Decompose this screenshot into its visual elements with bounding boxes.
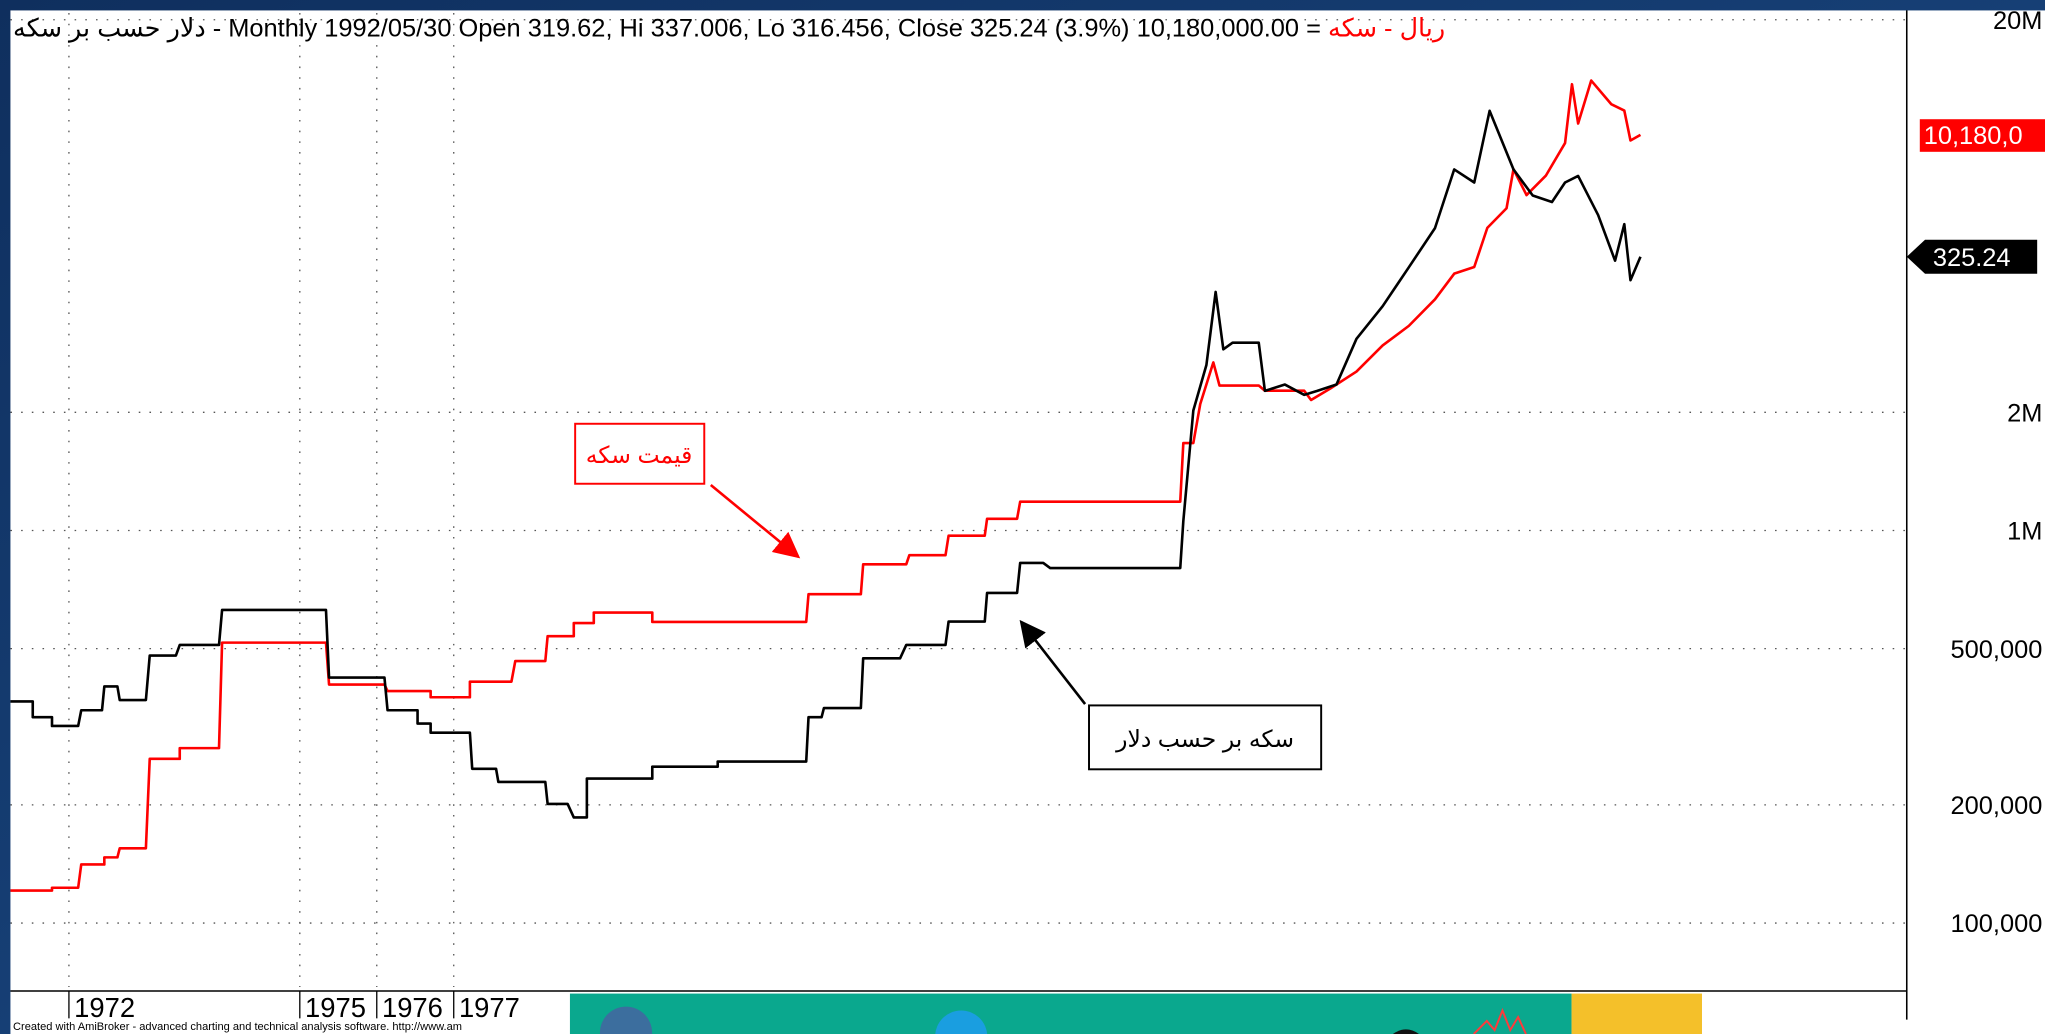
annotation-text: سکه بر حسب دلار — [1115, 726, 1294, 753]
x-tick-label: 1976 — [382, 992, 443, 1023]
series-name: دلار حسب بر سکه — [13, 15, 206, 44]
y-tick-label: 100,000 — [1951, 910, 2043, 938]
banner-strip — [570, 994, 1572, 1034]
chart-header: دلار حسب بر سکه - Monthly 1992/05/30 Ope… — [13, 15, 1445, 44]
x-tick-label: 1977 — [459, 992, 520, 1023]
value-tag-label: 325.24 — [1933, 244, 2011, 272]
series-name: ریال - سکه — [1328, 15, 1445, 43]
chart: 100,000 200,000 500,000 1M 2M 20M 1972 1975 1976… — [0, 0, 2045, 1034]
x-tick-label: 1975 — [305, 992, 366, 1023]
banner-strip — [1572, 994, 1702, 1034]
footer-text: Created with AmiBroker - advanced charti… — [13, 1021, 462, 1033]
y-tick-label: 1M — [2007, 518, 2042, 546]
header-value: = 10,180,000.00 — [1137, 15, 1321, 43]
chart-panel — [10, 10, 2045, 1034]
y-tick-label: 2M — [2007, 399, 2042, 427]
y-tick-label: 200,000 — [1951, 792, 2043, 820]
chart-title: - Monthly 1992/05/30 Open 319.62, Hi 337… — [213, 15, 1130, 43]
annotation-text: قیمت سکه — [586, 442, 693, 468]
y-tick-label: 500,000 — [1951, 636, 2043, 664]
banner — [570, 994, 1702, 1034]
y-tick-label: 20M — [1993, 7, 2042, 35]
page: {"chart_data": { "type": "line", "title"… — [0, 0, 2045, 1034]
value-tag-label: 10,180,0 — [1924, 122, 2023, 150]
x-tick-label: 1972 — [74, 992, 135, 1023]
